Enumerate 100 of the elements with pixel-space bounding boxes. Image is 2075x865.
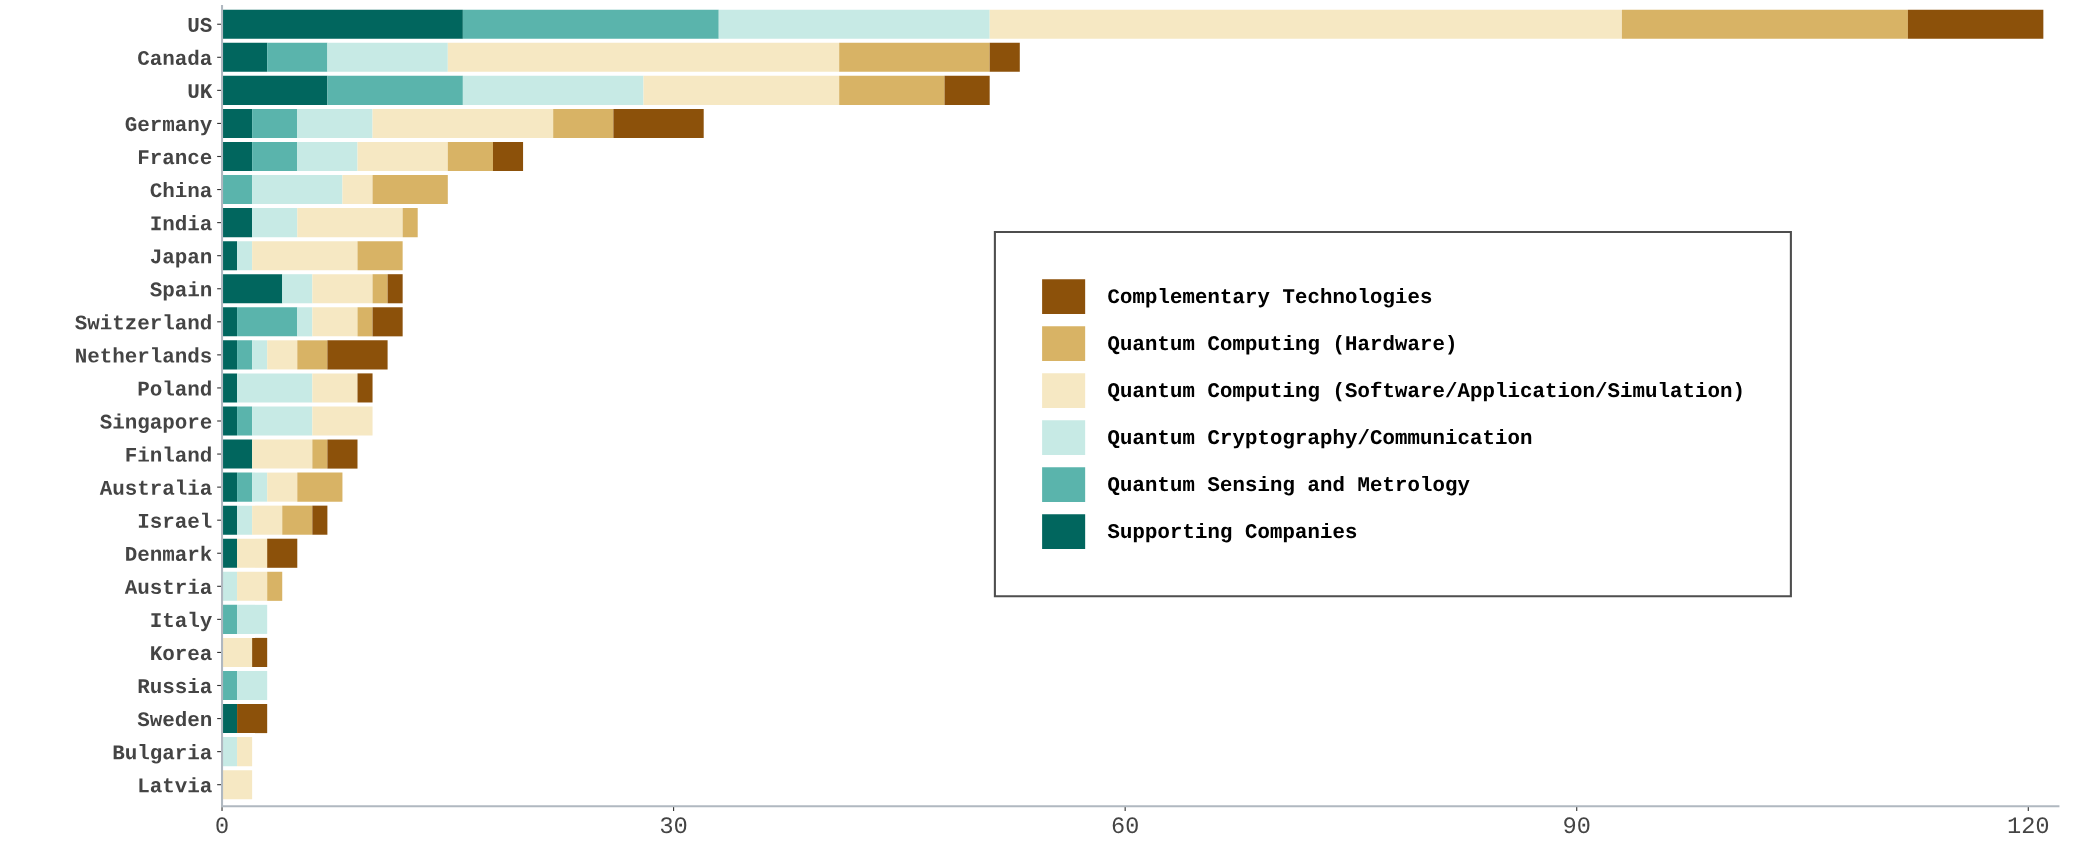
bar — [237, 704, 268, 734]
bar — [222, 406, 238, 436]
y-tick-label: Japan — [150, 249, 212, 268]
bar — [1907, 9, 2044, 39]
bar — [267, 42, 328, 72]
legend-label: Quantum Computing (Hardware) — [1108, 334, 1454, 355]
bar — [944, 75, 990, 105]
bar — [839, 42, 990, 72]
bar — [237, 604, 268, 634]
x-tick-label: 60 — [1112, 817, 1138, 834]
bar — [237, 340, 253, 370]
bar — [387, 274, 403, 304]
bar — [237, 406, 253, 436]
x-tick-label: 120 — [2008, 817, 2049, 834]
bar — [222, 637, 253, 667]
bar — [989, 42, 1020, 72]
y-tick-label: Netherlands — [76, 347, 212, 363]
bar — [237, 472, 253, 502]
y-tick-label: Austria — [124, 578, 212, 595]
y-tick-label: UK — [188, 84, 213, 99]
bar — [222, 604, 238, 634]
bar — [462, 9, 719, 39]
bar — [222, 704, 238, 734]
bar — [312, 274, 373, 304]
bar — [839, 75, 945, 105]
bar — [222, 274, 283, 304]
bar — [222, 770, 253, 800]
bar — [312, 307, 358, 337]
legend-label: Complementary Technologies — [1108, 287, 1432, 308]
y-tick-label: Singapore — [100, 413, 212, 433]
bar — [222, 208, 253, 238]
bar — [222, 472, 238, 502]
bar — [252, 241, 358, 271]
bar — [252, 141, 298, 172]
bar — [222, 9, 463, 39]
bar — [222, 75, 328, 105]
bar — [237, 241, 253, 271]
y-tick-label: Italy — [151, 611, 212, 632]
bar — [718, 9, 990, 39]
bar — [327, 42, 448, 72]
y-tick-label: Bulgaria — [113, 744, 212, 764]
y-tick-label: Denmark — [126, 545, 212, 561]
bar — [312, 406, 373, 436]
bar — [237, 505, 253, 535]
bar — [252, 208, 298, 238]
bar — [492, 141, 524, 172]
bar — [252, 439, 313, 469]
bar — [222, 373, 238, 403]
y-tick-label: Poland — [138, 380, 211, 396]
bar — [237, 373, 313, 403]
bar — [357, 241, 403, 271]
bar — [237, 571, 268, 601]
bar — [252, 637, 268, 667]
bar — [297, 340, 328, 370]
bar — [297, 472, 343, 502]
bar — [297, 307, 313, 337]
y-tick-label: Switzerland — [75, 314, 211, 330]
bar — [222, 505, 238, 535]
bar — [312, 373, 358, 403]
bar — [222, 42, 268, 72]
bar — [222, 307, 238, 337]
bar — [222, 670, 238, 701]
bar — [327, 75, 463, 105]
y-tick-label: Latvia — [139, 777, 212, 793]
bar — [222, 175, 253, 205]
bar — [237, 737, 253, 767]
bar — [237, 307, 298, 337]
y-tick-label: US — [188, 17, 212, 32]
bar — [222, 439, 253, 469]
bar — [222, 241, 238, 271]
bar — [267, 340, 298, 370]
bar — [372, 108, 554, 138]
bar — [372, 274, 388, 304]
y-tick-label: France — [138, 150, 212, 165]
bar — [252, 340, 268, 370]
bar — [312, 505, 328, 535]
y-tick-label: Australia — [99, 479, 212, 495]
bar — [222, 108, 253, 138]
bar — [297, 141, 358, 172]
bar — [327, 439, 358, 469]
bar — [357, 373, 373, 403]
x-tick-label: 90 — [1564, 817, 1590, 834]
bar — [342, 175, 373, 205]
legend-label: Quantum Cryptography/Communication — [1108, 428, 1532, 449]
bar — [222, 538, 238, 568]
y-tick-label: Canada — [138, 49, 212, 66]
bar — [989, 9, 1622, 39]
bar — [267, 538, 298, 568]
bar — [252, 108, 298, 138]
bar — [447, 42, 840, 72]
bar — [267, 571, 283, 601]
bar — [252, 175, 343, 205]
bar — [327, 340, 388, 370]
bar — [402, 208, 418, 238]
bar — [237, 538, 268, 568]
bar — [222, 571, 238, 601]
bar — [613, 108, 704, 138]
bar — [222, 141, 253, 172]
y-tick-label: India — [151, 215, 212, 231]
x-tick-label: 30 — [660, 817, 687, 834]
